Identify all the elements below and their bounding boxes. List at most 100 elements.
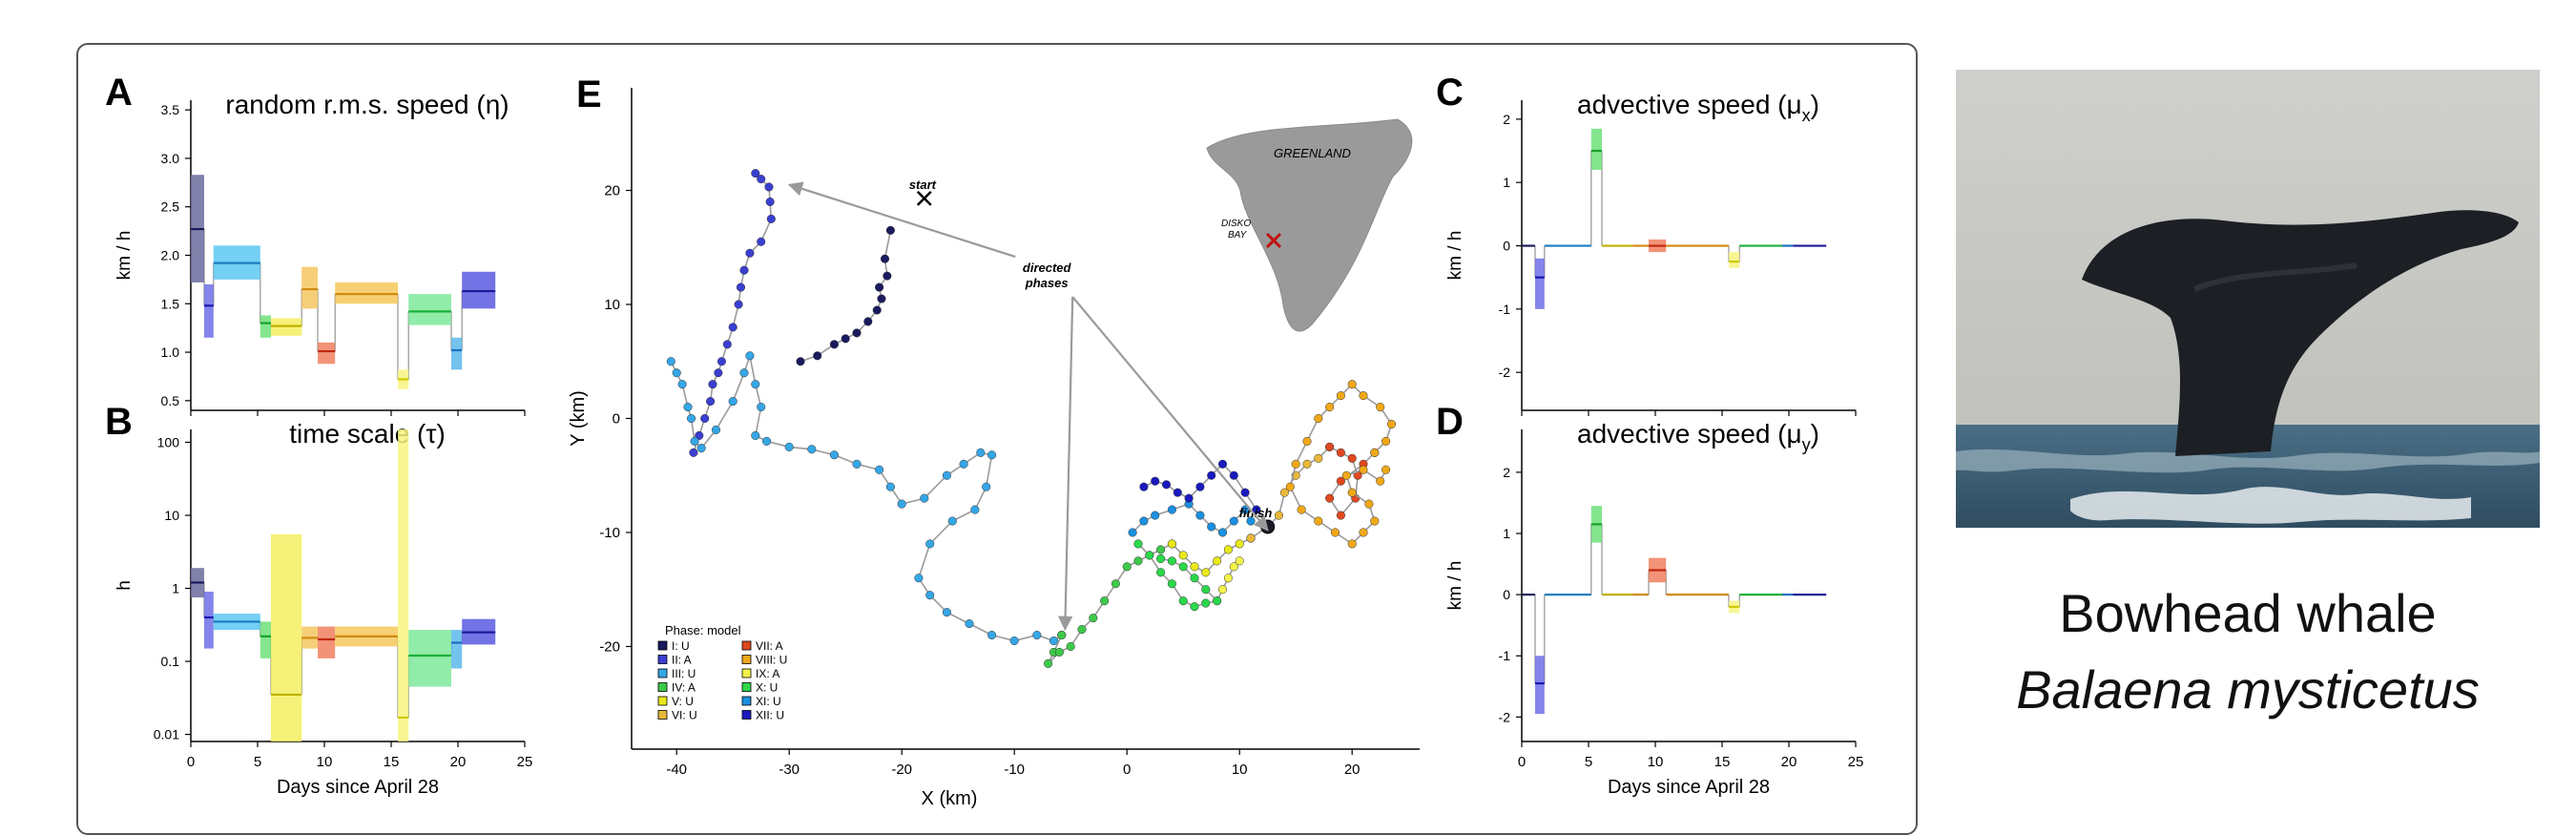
track-point-IV [1089, 614, 1098, 623]
track-point-III [711, 425, 721, 434]
y-tick-label: 2.5 [161, 199, 180, 215]
track-point-III [686, 413, 696, 424]
track-point-VIII [1381, 465, 1391, 474]
panel-letter: D [1436, 401, 1464, 443]
y-axis-label: km / h [1445, 231, 1465, 281]
track-point-VIII [1291, 459, 1300, 469]
track-point-II [734, 300, 743, 309]
track-point-VIII [1347, 539, 1357, 549]
track-point-VI [1274, 511, 1284, 520]
panel-title: time scale (τ) [289, 419, 446, 449]
track-point-IV [1044, 658, 1053, 668]
ci-band-IV [260, 315, 271, 338]
track-point-IV [1133, 556, 1143, 566]
finish-marker [1260, 519, 1276, 534]
y-tick-label: -2 [1499, 365, 1511, 380]
track-point-III [885, 482, 895, 491]
track-point-VI [1279, 488, 1289, 497]
ci-band-V [271, 533, 302, 741]
x-tick-label: 0 [1123, 762, 1131, 778]
track-point-III [751, 430, 760, 440]
y-tick-label: -2 [1499, 709, 1511, 724]
track-point-III [690, 436, 699, 446]
legend-swatch-VI [657, 710, 668, 720]
x-tick-label: 15 [1714, 754, 1731, 770]
track-point-V [1178, 551, 1188, 560]
legend-entry-XI: XI: U [756, 695, 781, 708]
track-point-VIII [1285, 482, 1295, 491]
y-tick-label: 1.5 [161, 296, 180, 311]
x-axis-label: X (km) [922, 788, 978, 809]
track-point-XI [1229, 516, 1238, 526]
track-point-IV [1066, 641, 1075, 652]
y-tick-label: 0 [613, 411, 620, 428]
track-point-I [872, 305, 882, 315]
track-point-XI [1128, 528, 1137, 537]
track-point-III [925, 591, 935, 600]
track-point-V [1213, 556, 1222, 566]
start-marker [916, 191, 932, 206]
track-point-XII [1173, 488, 1182, 497]
track-point-III [942, 608, 951, 617]
greenland-inset-map [1206, 118, 1413, 332]
track-point-VIII [1359, 391, 1368, 401]
track-point-X [1213, 596, 1222, 606]
y-tick-label: 0.1 [161, 654, 180, 669]
track-point-II [706, 397, 716, 407]
y-tick-label: 20 [604, 183, 620, 199]
panel-B: 0.01 0.1 1 10 100 0 5 10 15 20 25 Days since April … [105, 401, 532, 798]
track-point-III [1032, 630, 1042, 640]
legend-entry-I: I: U [672, 639, 690, 653]
track-point-VIII [1364, 499, 1374, 509]
track-point-XII [1229, 470, 1238, 480]
track-point-III [897, 499, 906, 509]
legend-entry-X: X: U [756, 681, 778, 695]
x-tick-label: 10 [317, 754, 333, 770]
track-point-XI [1207, 522, 1216, 532]
track-point-II [739, 265, 749, 275]
legend-entry-III: III: U [672, 667, 696, 680]
track-point-XI [1217, 528, 1228, 537]
track-point-VIII [1370, 516, 1380, 526]
track-point-V [1235, 539, 1244, 549]
x-tick-label: 5 [1585, 754, 1592, 770]
x-tick-label: -10 [1004, 762, 1025, 778]
track-point-VIII [1297, 505, 1306, 514]
track-point-II [728, 323, 737, 332]
legend-swatch-II [657, 655, 668, 664]
track-point-II [722, 340, 732, 349]
track-point-III [672, 368, 681, 378]
panel-title: random r.m.s. speed (η) [225, 90, 509, 119]
y-tick-label: 2 [1503, 465, 1510, 480]
track-point-I [829, 340, 839, 349]
inset-disko-label: DISKO [1221, 219, 1251, 229]
track-point-VIII [1359, 528, 1368, 537]
panel-title: advective speed (μx) [1577, 90, 1819, 125]
x-tick-label: 15 [384, 754, 400, 770]
track-point-VIII [1376, 403, 1385, 412]
legend-entry-XII: XII: U [756, 709, 784, 722]
y-tick-label: 3.0 [161, 151, 180, 166]
x-tick-label: 25 [517, 754, 533, 770]
track-point-XII [1151, 476, 1160, 486]
whale-photo [1956, 70, 2540, 528]
x-tick-label: 10 [1232, 762, 1248, 778]
track-point-V [1167, 539, 1176, 549]
track-point-III [666, 357, 675, 366]
y-tick-label: 10 [164, 508, 179, 523]
track-point-II [766, 214, 776, 223]
track-line-VII [1328, 446, 1376, 517]
x-tick-label: 5 [254, 754, 261, 770]
x-tick-label: 0 [1518, 754, 1526, 770]
track-point-VII [1325, 442, 1335, 451]
track-point-II [695, 430, 704, 440]
legend-swatch-IX [741, 668, 752, 678]
track-point-VI [1314, 453, 1323, 463]
track-point-X [1178, 562, 1188, 572]
y-tick-label: 1 [172, 581, 179, 596]
track-point-XII [1195, 482, 1205, 491]
track-point-III [829, 450, 839, 460]
start-label: start [909, 177, 937, 192]
track-point-VI [1246, 533, 1256, 543]
